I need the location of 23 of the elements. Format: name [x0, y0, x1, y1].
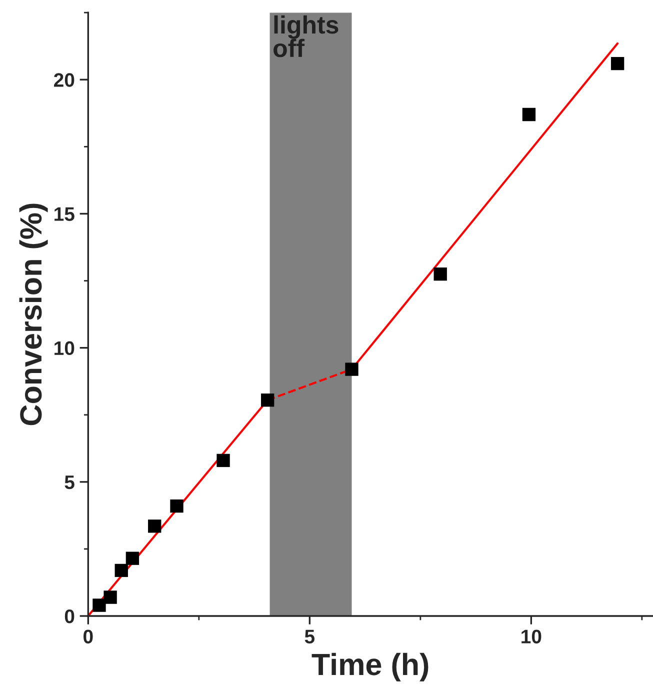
y-tick-label: 5	[64, 476, 74, 490]
point	[114, 564, 128, 577]
point	[522, 108, 536, 122]
y-tick-label: 10	[54, 341, 74, 356]
point	[126, 552, 140, 565]
y-axis-title: Conversion (%)	[19, 204, 48, 426]
x-tick-label: 0	[84, 630, 93, 644]
x-tick-label: 5	[304, 630, 315, 644]
point	[434, 267, 447, 281]
point	[104, 590, 117, 604]
point	[610, 56, 624, 70]
y-tick-label: 15	[54, 207, 74, 221]
point	[260, 394, 274, 407]
point	[216, 454, 230, 468]
band-label: lights off	[274, 15, 338, 58]
point	[92, 598, 106, 612]
y-tick-label: 20	[54, 73, 74, 87]
point	[345, 362, 358, 376]
y-tick-label: 0	[64, 609, 74, 624]
point	[148, 520, 162, 533]
x-axis-title: Time (h)	[312, 652, 428, 682]
point	[170, 499, 184, 513]
x-tick-label: 10	[522, 630, 542, 644]
